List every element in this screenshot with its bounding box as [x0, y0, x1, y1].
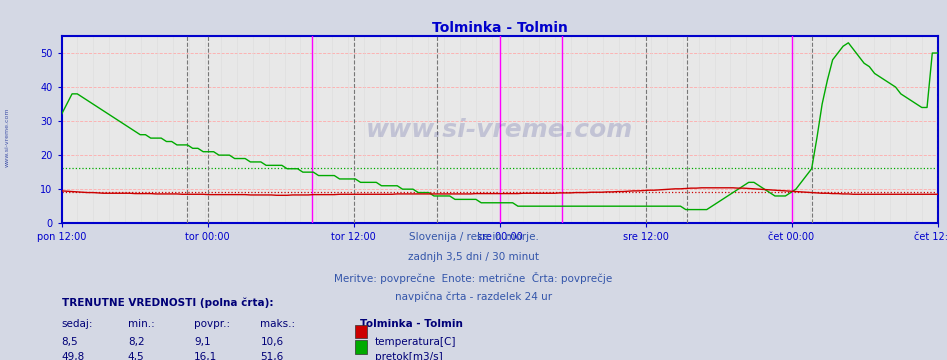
Text: maks.:: maks.:: [260, 319, 295, 329]
Text: Slovenija / reke in morje.: Slovenija / reke in morje.: [408, 232, 539, 242]
Text: TRENUTNE VREDNOSTI (polna črta):: TRENUTNE VREDNOSTI (polna črta):: [62, 297, 273, 307]
Text: 51,6: 51,6: [260, 352, 284, 360]
Title: Tolminka - Tolmin: Tolminka - Tolmin: [432, 21, 567, 35]
Text: 8,2: 8,2: [128, 337, 145, 347]
Text: 49,8: 49,8: [62, 352, 85, 360]
Text: pretok[m3/s]: pretok[m3/s]: [375, 352, 443, 360]
Text: 8,5: 8,5: [62, 337, 79, 347]
Text: 16,1: 16,1: [194, 352, 218, 360]
Text: 10,6: 10,6: [260, 337, 283, 347]
Text: min.:: min.:: [128, 319, 154, 329]
Text: www.si-vreme.com: www.si-vreme.com: [366, 118, 634, 141]
Text: Tolminka - Tolmin: Tolminka - Tolmin: [360, 319, 463, 329]
Text: navpična črta - razdelek 24 ur: navpična črta - razdelek 24 ur: [395, 292, 552, 302]
Text: povpr.:: povpr.:: [194, 319, 230, 329]
Text: www.si-vreme.com: www.si-vreme.com: [5, 107, 10, 167]
Text: sedaj:: sedaj:: [62, 319, 93, 329]
Text: temperatura[C]: temperatura[C]: [375, 337, 456, 347]
Text: 9,1: 9,1: [194, 337, 211, 347]
Text: 4,5: 4,5: [128, 352, 145, 360]
Text: zadnjh 3,5 dni / 30 minut: zadnjh 3,5 dni / 30 minut: [408, 252, 539, 262]
Text: Meritve: povprečne  Enote: metrične  Črta: povprečje: Meritve: povprečne Enote: metrične Črta:…: [334, 272, 613, 284]
